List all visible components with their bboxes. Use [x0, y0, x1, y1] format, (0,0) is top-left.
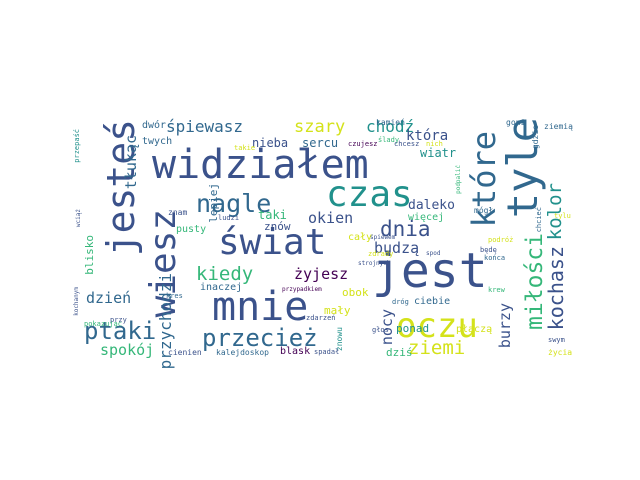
- word-podpalic: podpalić: [455, 165, 462, 194]
- word-dzis: dziś: [386, 346, 413, 359]
- word-taki: taki: [258, 208, 287, 222]
- word-nieba: nieba: [252, 136, 289, 150]
- word-inaczej: inaczej: [200, 282, 243, 293]
- word-pokazujac: pokazując: [84, 320, 122, 328]
- word-okien: okien: [308, 209, 354, 227]
- word-glos: głos: [372, 326, 389, 334]
- word-przeciez: przecież: [202, 324, 318, 352]
- word-zyjesz: żyjesz: [294, 265, 349, 283]
- word-kiedy: kiedy: [196, 263, 254, 285]
- word-burzy: burzy: [496, 303, 514, 349]
- word-przy: przy: [110, 316, 127, 324]
- word-jest: jest: [372, 243, 488, 299]
- word-kochanym: kochanym: [73, 287, 80, 316]
- word-oczu: oczu: [396, 306, 478, 346]
- word-konca: końca: [484, 254, 506, 262]
- word-zdarzen: zdarzeń: [306, 314, 336, 322]
- word-strojnych: strojnych: [358, 260, 391, 267]
- word-znow: znów: [264, 220, 291, 233]
- word-przepasc: przepaść: [73, 129, 81, 163]
- word-bede: będę: [480, 246, 497, 254]
- word-goni: goni: [506, 118, 526, 127]
- word-cloud: jest widziałem tyle jesteś wiesz mnie cz…: [70, 111, 574, 369]
- word-ludzi: ludzi: [218, 214, 240, 222]
- word-nagle: nagle: [196, 189, 272, 218]
- word-kalejdoskop: kalejdoskop: [216, 348, 269, 357]
- word-tlukac: tłukąc: [122, 135, 140, 190]
- word-caly: cały: [348, 232, 373, 243]
- word-blisko: blisko: [83, 235, 96, 275]
- word-kochasz: kochasz: [544, 246, 568, 331]
- word-wiecej: więcej: [408, 212, 445, 223]
- word-dwor: dwór: [142, 120, 167, 131]
- word-dnia: dnia: [380, 217, 431, 241]
- word-zycia: życia: [548, 348, 573, 357]
- word-ptaki: ptaki: [84, 317, 157, 345]
- word-czas: czas: [326, 174, 413, 215]
- word-ziemia: ziemią: [544, 122, 573, 131]
- word-nich: nich: [426, 140, 443, 148]
- word-maly: mały: [324, 304, 351, 317]
- word-wciaz: wciąż: [75, 209, 82, 228]
- word-pusty: pusty: [176, 224, 207, 235]
- word-daleko: daleko: [408, 198, 455, 213]
- word-znam: znam: [168, 208, 188, 217]
- word-spadal: spadał: [314, 348, 340, 356]
- word-drog: dróg: [392, 298, 409, 306]
- word-mnie: mnie: [212, 284, 309, 330]
- word-twych: twych: [142, 136, 173, 147]
- word-chodz: chodź: [366, 117, 415, 136]
- word-szary: szary: [294, 117, 346, 137]
- word-przypadkiem: przypadkiem: [282, 286, 322, 293]
- word-spokoj: spokój: [100, 341, 155, 359]
- word-zdrady: zdrady: [368, 250, 394, 258]
- word-kamien: kamień: [376, 118, 405, 127]
- word-ktora: która: [406, 128, 449, 144]
- word-cienien: cienien: [168, 348, 202, 357]
- word-blask: blask: [280, 346, 311, 357]
- word-ziemi: ziemi: [408, 337, 466, 359]
- word-tylu: tylu: [554, 212, 571, 220]
- word-ponad: ponad: [396, 322, 430, 335]
- word-widzialem: widziałem: [152, 142, 369, 188]
- word-kres: kres: [166, 292, 183, 300]
- word-podroz: podróż: [488, 236, 514, 244]
- word-slady: ślady: [378, 136, 400, 144]
- word-ciebie: ciebie: [414, 296, 451, 307]
- word-chciec: chcieć: [535, 207, 543, 233]
- word-mogl: mógł: [474, 206, 494, 215]
- word-chcesz: chcesz: [394, 140, 420, 148]
- word-budza: budzą: [374, 239, 420, 257]
- word-wiatr: wiatr: [420, 146, 457, 160]
- word-dzien: dzień: [86, 289, 132, 307]
- word-takie: takie: [234, 144, 256, 152]
- word-czujesz: czujesz: [348, 140, 378, 148]
- word-swym: swym: [548, 336, 565, 344]
- word-spod: spod: [426, 250, 441, 257]
- word-swiat: świat: [218, 222, 327, 263]
- word-placza: płaczą: [456, 324, 493, 335]
- word-obok: obok: [342, 286, 369, 299]
- word-spiewem: śpiewem: [370, 234, 396, 241]
- word-spiewasz: śpiewasz: [166, 117, 244, 136]
- word-krew: krew: [488, 286, 505, 294]
- word-gdzie: gdzie: [531, 125, 540, 150]
- word-sercu: sercu: [302, 136, 339, 150]
